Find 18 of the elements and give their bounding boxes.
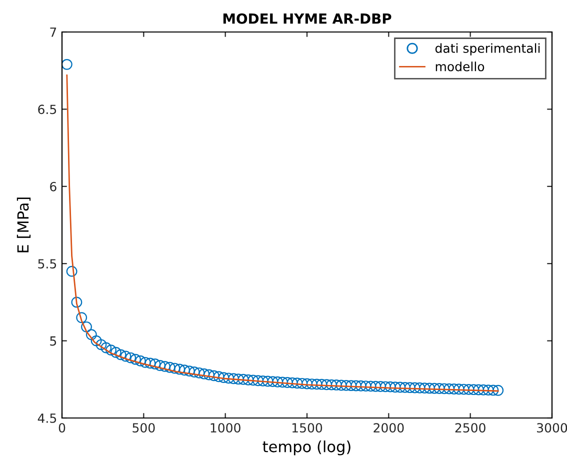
x-tick-label: 2000 bbox=[374, 423, 404, 433]
x-tick-label: 1000 bbox=[210, 423, 240, 433]
x-tick-label: 0 bbox=[58, 423, 66, 433]
x-axis-title: tempo (log) bbox=[262, 440, 350, 456]
x-tick-label: 500 bbox=[132, 423, 155, 433]
y-tick-label: 6 bbox=[50, 182, 56, 192]
y-tick-label: 5.5 bbox=[38, 259, 56, 269]
chart-title: MODEL HYME AR-DBP bbox=[223, 13, 392, 24]
x-tick-label: 1500 bbox=[292, 423, 322, 433]
legend-label: dati sperimentali bbox=[435, 43, 540, 56]
legend-label: modello bbox=[436, 62, 484, 72]
x-tick-label: 2500 bbox=[455, 423, 486, 433]
y-tick-label: 5 bbox=[50, 336, 56, 346]
y-tick-label: 7 bbox=[50, 28, 56, 37]
y-axis-title: E [MPa] bbox=[16, 198, 31, 252]
x-tick-label: 3000 bbox=[537, 423, 567, 433]
y-tick-label: 6.5 bbox=[38, 104, 56, 114]
y-tick-label: 4.5 bbox=[38, 414, 56, 423]
